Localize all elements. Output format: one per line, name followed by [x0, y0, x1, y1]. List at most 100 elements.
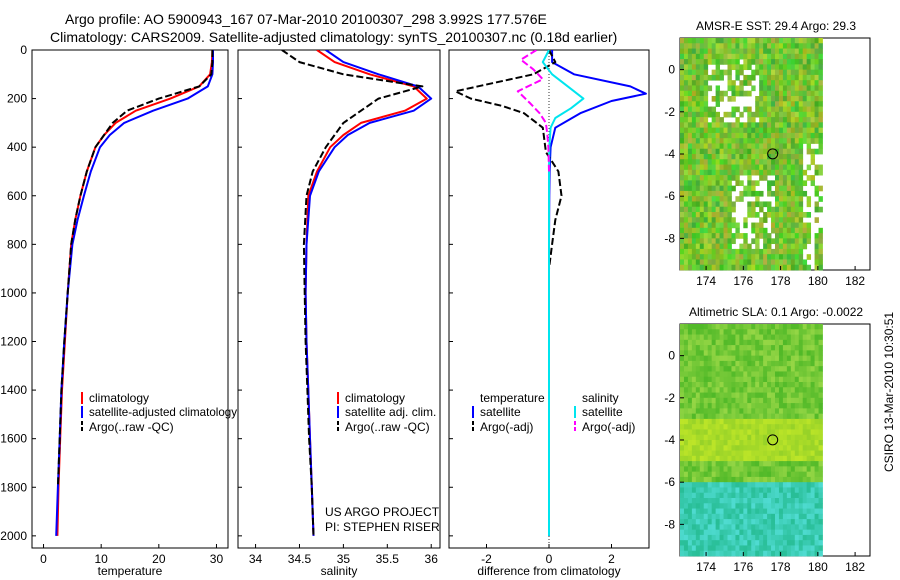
- sst-map-cell: [715, 238, 720, 245]
- sla-map-cell: [683, 418, 689, 425]
- sst-map-cell: [711, 38, 717, 44]
- sst-map-cell: [814, 122, 819, 129]
- sla-map-cell: [755, 408, 760, 415]
- sla-map-cell: [810, 403, 815, 409]
- sst-map-cell: [691, 80, 697, 86]
- sla-map-cell: [707, 503, 713, 509]
- sla-map-cell: [775, 408, 780, 415]
- sla-map-cell: [739, 513, 744, 520]
- sla-map-cell: [731, 397, 736, 404]
- sla-map-cell: [751, 434, 756, 441]
- sla-map-cell: [810, 392, 815, 399]
- sst-map-cell: [782, 222, 788, 229]
- sla-map-cell: [782, 519, 788, 525]
- sla-map-cell: [699, 350, 705, 357]
- sla-map-cell: [687, 355, 693, 362]
- sst-map-cell: [680, 127, 685, 134]
- sla-map-cell: [767, 329, 772, 335]
- sla-map-cell: [806, 466, 812, 473]
- sst-map-cell: [727, 185, 732, 192]
- sla-map-cell: [743, 424, 748, 430]
- sla-map-cell: [790, 413, 796, 420]
- sst-map-cell: [703, 64, 709, 71]
- sst-map-cell: [751, 117, 756, 123]
- sla-map-cell: [695, 345, 701, 351]
- sla-map-cell: [735, 440, 740, 446]
- sst-map-cell: [727, 201, 732, 208]
- sst-map-cell: [782, 85, 788, 92]
- sst-map-cell: [790, 227, 796, 234]
- sst-map-cell: [751, 201, 756, 208]
- sst-map-cell: [798, 212, 804, 218]
- sla-map-cell: [699, 487, 705, 494]
- sla-map-cell: [759, 366, 764, 372]
- sla-map-cell: [759, 329, 764, 335]
- sla-map-cell: [794, 360, 800, 367]
- sst-map-cell: [798, 59, 804, 65]
- sst-map-cell: [687, 185, 693, 192]
- temperature-xlabel: temperature: [98, 564, 163, 578]
- sst-map-cell: [699, 53, 705, 60]
- sla-map-cell: [703, 397, 709, 404]
- sst-map-cell: [687, 69, 693, 76]
- sst-map-cell: [818, 138, 823, 144]
- sst-map-cell: [763, 132, 768, 139]
- sla-map-cell: [794, 376, 800, 383]
- sla-map-cell: [755, 461, 760, 467]
- sla-map-cell: [735, 366, 740, 372]
- sst-map-cell: [731, 201, 736, 208]
- sst-map-cell: [715, 59, 720, 65]
- sst-map-cell: [735, 233, 740, 239]
- sst-map-cell: [786, 48, 792, 55]
- sst-map-cell: [715, 85, 720, 92]
- sla-map-cell: [723, 397, 728, 404]
- sla-map-cell: [727, 503, 732, 509]
- sst-map-cell: [739, 190, 744, 197]
- sst-map-cell: [786, 264, 792, 271]
- temperature-ytick-label: 800: [7, 237, 27, 251]
- sla-map-cell: [814, 487, 819, 494]
- sst-map-cell: [767, 148, 772, 155]
- sla-map-cell: [731, 524, 736, 531]
- sst-map-cell: [751, 227, 756, 234]
- sst-map-cell: [683, 106, 689, 113]
- sla-map-cell: [731, 471, 736, 478]
- sla-map-cell: [755, 482, 760, 488]
- sst-map-cell: [727, 138, 732, 144]
- sst-map-cell: [806, 53, 812, 60]
- sst-map-cell: [699, 132, 705, 139]
- sst-map-cell: [711, 201, 717, 208]
- sst-map-cell: [778, 117, 784, 123]
- sla-map-cell: [771, 498, 776, 504]
- sst-map-cell: [763, 154, 768, 160]
- sla-map-cell: [814, 529, 819, 536]
- sla-map-cell: [798, 334, 804, 341]
- sla-map-cell: [743, 540, 748, 546]
- sla-map-cell: [798, 339, 804, 346]
- sla-map-cell: [751, 403, 756, 409]
- sla-map-cell: [790, 466, 796, 473]
- sla-map-cell: [767, 345, 772, 351]
- sla-map-cell: [699, 466, 705, 473]
- sla-map-cell: [731, 534, 736, 541]
- sla-map-cell: [818, 403, 823, 409]
- sst-map-cell: [699, 48, 705, 55]
- sst-map-cell: [782, 154, 788, 160]
- sst-map-cell: [767, 132, 772, 139]
- sla-map-cell: [695, 445, 701, 451]
- sla-map-cell: [751, 471, 756, 478]
- sla-map-cell: [735, 492, 740, 499]
- sst-map-cell: [687, 64, 693, 71]
- sla-map-cell: [719, 445, 724, 451]
- sla-map-cell: [782, 408, 788, 415]
- sla-map-cell: [806, 445, 812, 451]
- sla-map-cell: [747, 376, 752, 383]
- sla-map-cell: [798, 540, 804, 546]
- sla-map-cell: [687, 350, 693, 357]
- sla-map-cell: [767, 498, 772, 504]
- sla-map-cell: [743, 382, 748, 388]
- sst-map-cell: [703, 59, 709, 65]
- temperature-xtick-label: 10: [94, 552, 108, 566]
- sla-map-cell: [735, 550, 740, 557]
- sst-map-cell: [806, 96, 812, 102]
